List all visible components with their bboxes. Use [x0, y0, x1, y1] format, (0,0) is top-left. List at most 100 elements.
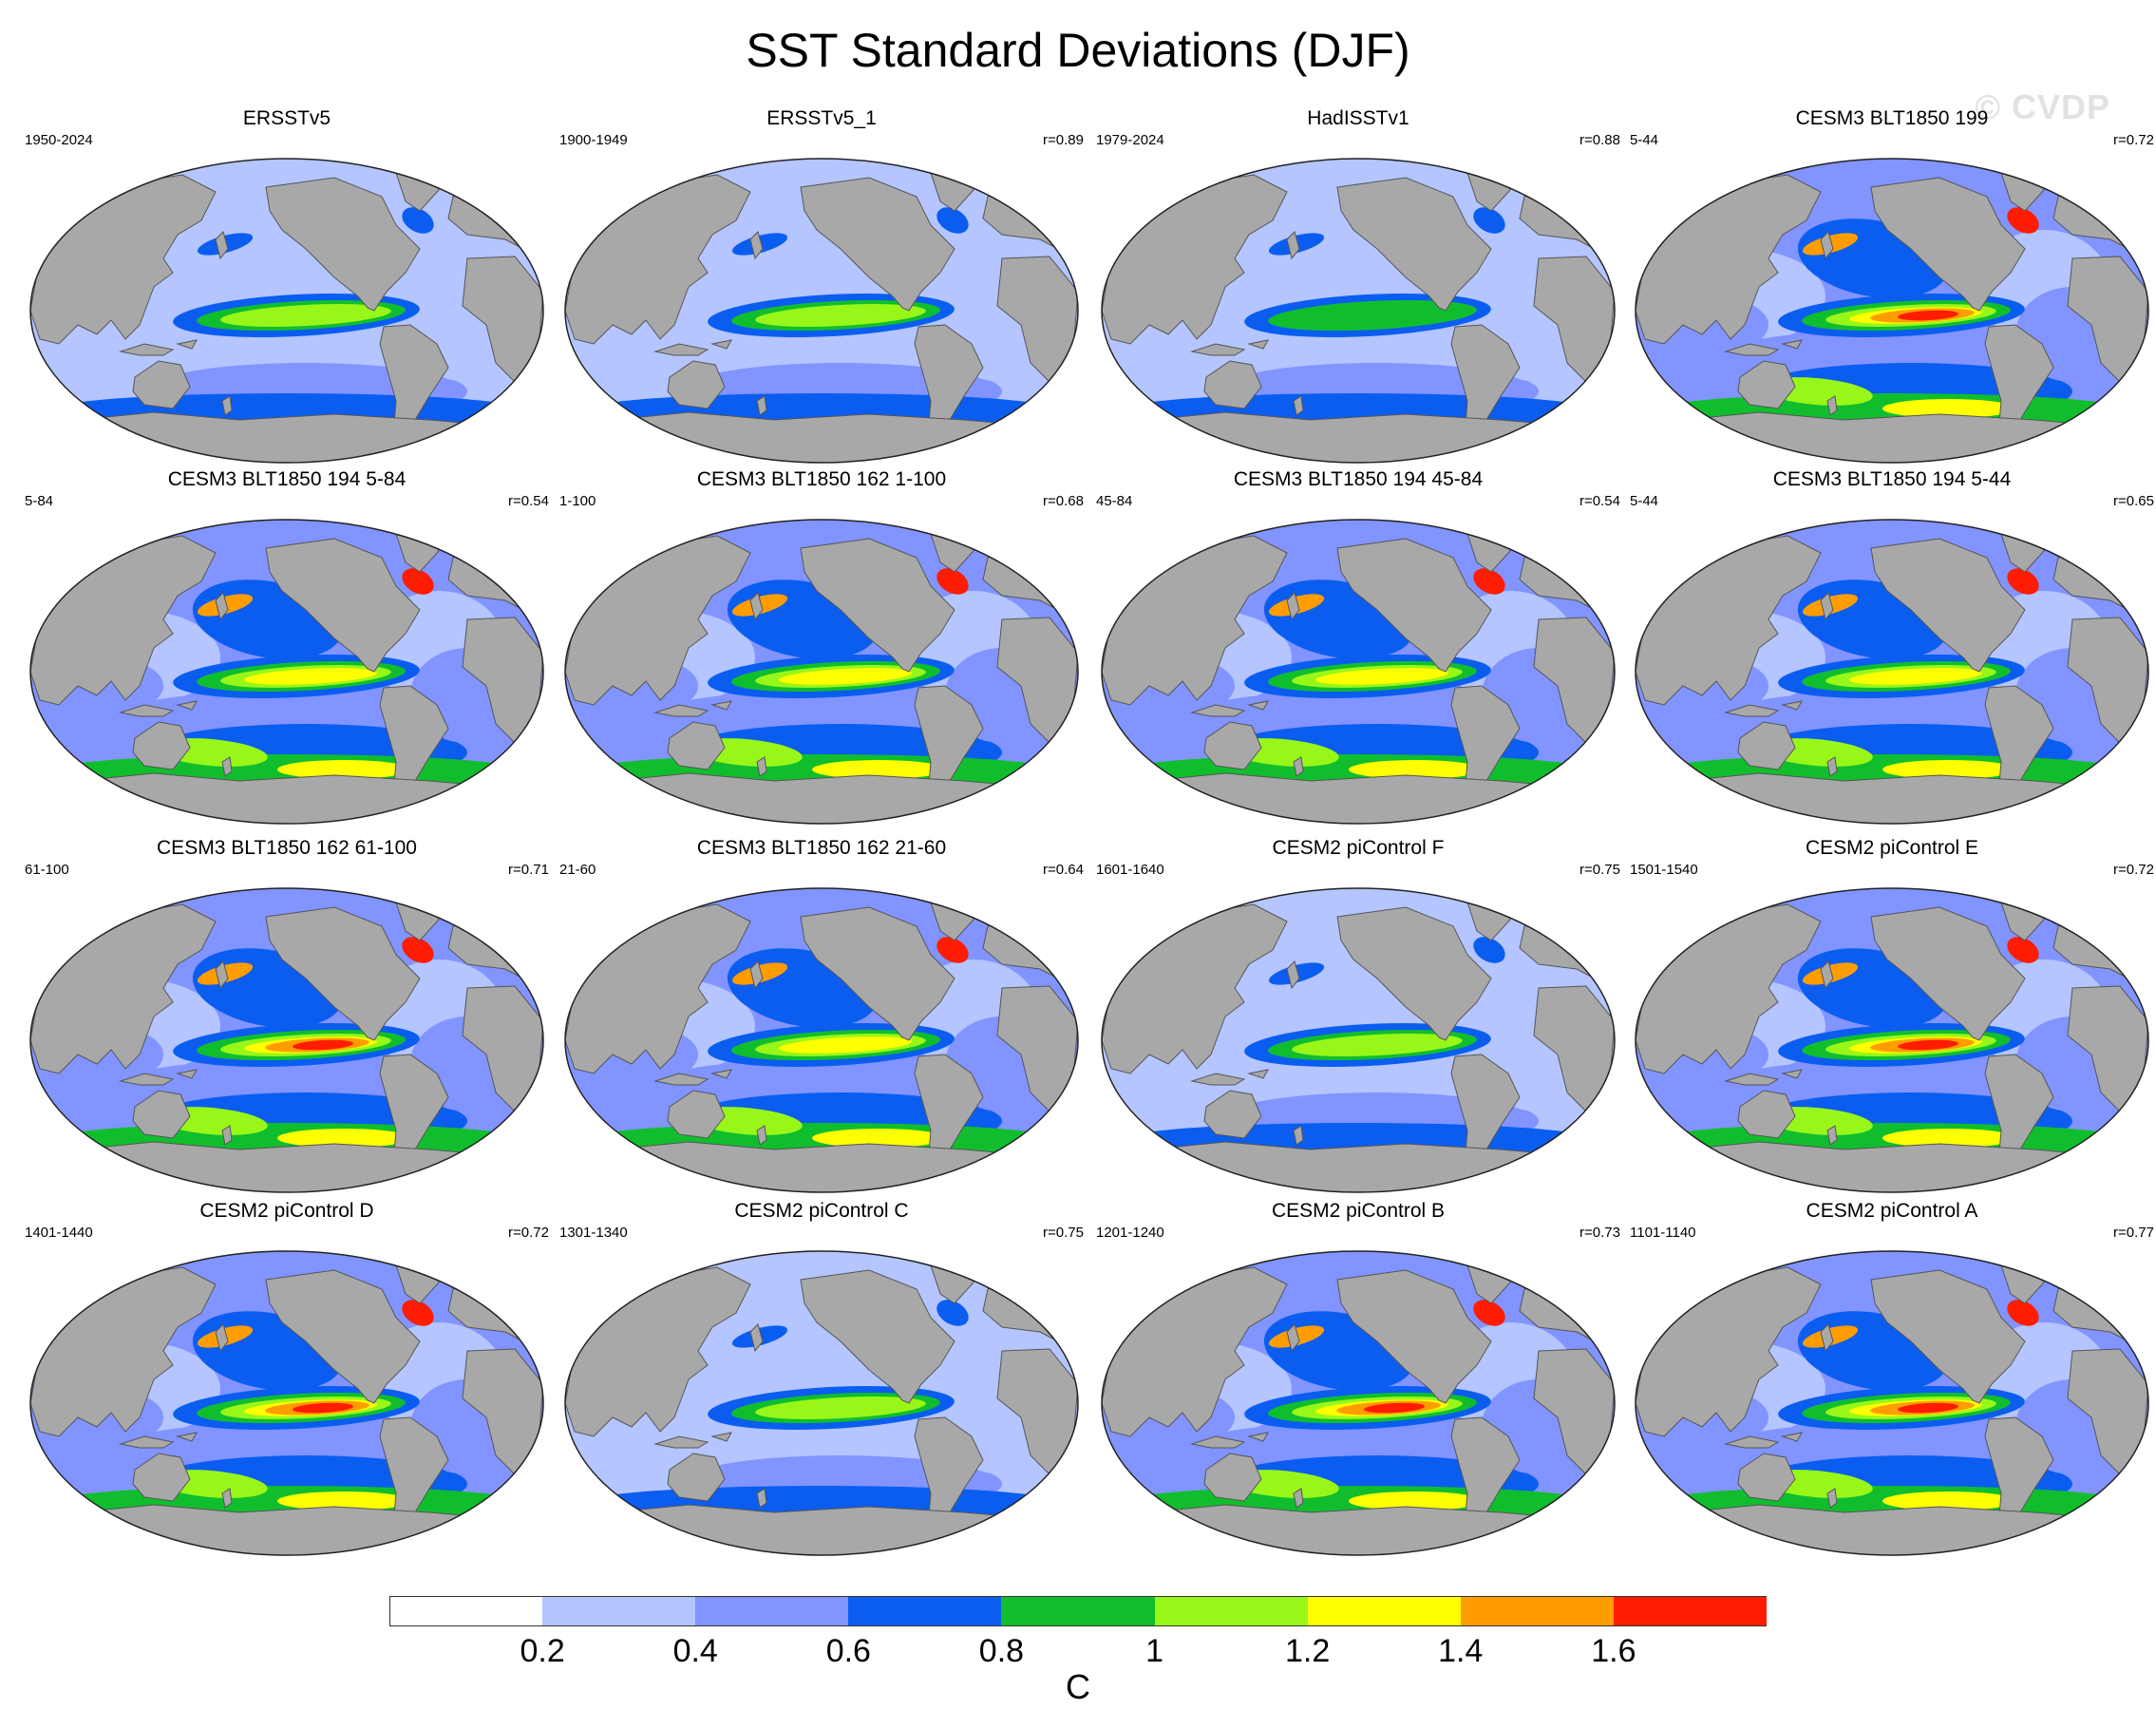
panel-title: CESM3 BLT1850 199 — [1795, 107, 1989, 129]
land-newZealand — [1826, 395, 1838, 416]
land-indonesia — [1190, 339, 1269, 356]
land-australia — [1203, 721, 1262, 770]
map-panel: CESM2 piControl C 1301-1340 r=0.75 — [556, 1199, 1087, 1560]
land-newZealand — [756, 1488, 767, 1509]
land-japan — [1286, 592, 1300, 621]
panel-period: 1101-1140 — [1630, 1225, 1696, 1241]
sst-map — [1101, 158, 1616, 464]
land-australia — [132, 1090, 191, 1139]
panel-title: CESM3 BLT1850 194 5-44 — [1772, 468, 2012, 490]
panel-period: 5-44 — [1630, 493, 1659, 509]
land-indonesia — [1724, 1069, 1803, 1086]
land-australia — [1737, 1090, 1796, 1139]
land-indonesia — [119, 339, 198, 356]
panel-correlation: r=0.75 — [1579, 862, 1620, 878]
land-northAmerica — [1336, 1269, 1492, 1404]
panel-period: 1201-1240 — [1096, 1225, 1164, 1241]
map-panel: CESM3 BLT1850 162 61-100 61-100 r=0.71 — [21, 836, 553, 1197]
panel-correlation: r=0.72 — [2113, 862, 2154, 878]
colorbar-swatch — [848, 1596, 1002, 1626]
panel-correlation: r=0.68 — [1043, 493, 1084, 509]
land-northAmerica — [1870, 906, 2026, 1041]
panel-period: 5-44 — [1630, 132, 1659, 148]
land-japan — [215, 231, 229, 260]
land-antarctica — [1681, 1504, 2103, 1555]
land-antarctica — [1147, 1141, 1569, 1192]
land-antarctica — [1147, 1504, 1569, 1555]
land-australia — [1203, 360, 1262, 409]
panel-title: HadISSTv1 — [1307, 107, 1409, 129]
panel-period: 1401-1440 — [25, 1225, 93, 1241]
land-indonesia — [1724, 700, 1803, 717]
colorbar-tick-label: 0.4 — [672, 1633, 718, 1669]
land-newZealand — [756, 756, 767, 777]
panel-title: CESM2 piControl B — [1271, 1200, 1446, 1222]
land-indonesia — [119, 1432, 198, 1449]
land-japan — [749, 960, 764, 990]
sst-map — [564, 158, 1079, 464]
colorbar-swatch — [1154, 1596, 1308, 1626]
colorbar-unit-label: C — [1066, 1667, 1090, 1706]
sst-map — [1101, 887, 1616, 1193]
map-panel: CESM2 piControl A 1101-1140 r=0.77 — [1626, 1199, 2156, 1560]
land-indonesia — [1190, 700, 1269, 717]
land-newZealand — [1826, 756, 1838, 777]
panel-correlation: r=0.54 — [508, 493, 549, 509]
panel-title: CESM2 piControl D — [199, 1200, 374, 1222]
sst-map — [1101, 1250, 1616, 1556]
map-panel: CESM2 piControl F 1601-1640 r=0.75 — [1092, 836, 1624, 1197]
sst-map — [1635, 158, 2149, 464]
land-newZealand — [1293, 395, 1304, 416]
land-japan — [1820, 592, 1834, 621]
land-japan — [215, 592, 229, 621]
land-indonesia — [119, 1069, 198, 1086]
land-newZealand — [221, 756, 233, 777]
panel-correlation: r=0.71 — [508, 862, 549, 878]
land-northAmerica — [265, 177, 421, 312]
panel-period: 1950-2024 — [25, 132, 93, 148]
land-australia — [1737, 360, 1796, 409]
land-indonesia — [1724, 339, 1803, 356]
map-panel: CESM3 BLT1850 162 1-100 1-100 r=0.68 — [556, 467, 1087, 828]
land-northAmerica — [1870, 177, 2026, 312]
panel-correlation: r=0.65 — [2113, 493, 2154, 509]
land-northAmerica — [800, 538, 955, 673]
colorbar-tick-label: 1.4 — [1438, 1633, 1484, 1669]
land-newZealand — [1293, 1125, 1304, 1146]
land-indonesia — [653, 339, 732, 356]
map-panel: CESM2 piControl D 1401-1440 r=0.72 — [21, 1199, 553, 1560]
map-panel: CESM3 BLT1850 162 21-60 21-60 r=0.64 — [556, 836, 1087, 1197]
panel-title: CESM2 piControl F — [1272, 837, 1445, 859]
land-newZealand — [221, 1488, 233, 1509]
land-indonesia — [1190, 1069, 1269, 1086]
land-newZealand — [1826, 1488, 1838, 1509]
panel-correlation: r=0.75 — [1043, 1225, 1084, 1241]
land-northAmerica — [1336, 538, 1492, 673]
panel-correlation: r=0.64 — [1043, 862, 1084, 878]
land-antarctica — [1147, 411, 1569, 463]
land-australia — [667, 721, 726, 770]
colorbar-swatch — [542, 1596, 696, 1626]
panel-period: 1601-1640 — [1096, 862, 1164, 878]
sst-map — [564, 1250, 1079, 1556]
colorbar-tick-label: 1 — [1145, 1633, 1163, 1669]
land-northAmerica — [1336, 906, 1492, 1041]
land-antarctica — [1681, 411, 2103, 463]
land-northAmerica — [265, 538, 421, 673]
map-panel: CESM2 piControl B 1201-1240 r=0.73 — [1092, 1199, 1624, 1560]
colorbar-tick-label: 0.2 — [520, 1633, 565, 1669]
land-indonesia — [1190, 1432, 1269, 1449]
land-northAmerica — [1870, 538, 2026, 673]
figure-title: SST Standard Deviations (DJF) — [746, 24, 1410, 77]
panel-correlation: r=0.89 — [1043, 132, 1084, 148]
panel-title: ERSSTv5 — [242, 107, 331, 129]
land-japan — [1286, 231, 1300, 260]
land-japan — [749, 1323, 764, 1353]
sst-map — [1101, 519, 1616, 825]
land-antarctica — [611, 772, 1032, 824]
sst-map — [1635, 887, 2149, 1193]
panel-title: CESM3 BLT1850 162 1-100 — [696, 468, 947, 490]
land-antarctica — [1147, 772, 1569, 824]
map-panel: CESM2 piControl E 1501-1540 r=0.72 — [1626, 836, 2156, 1197]
land-northAmerica — [800, 1269, 955, 1404]
